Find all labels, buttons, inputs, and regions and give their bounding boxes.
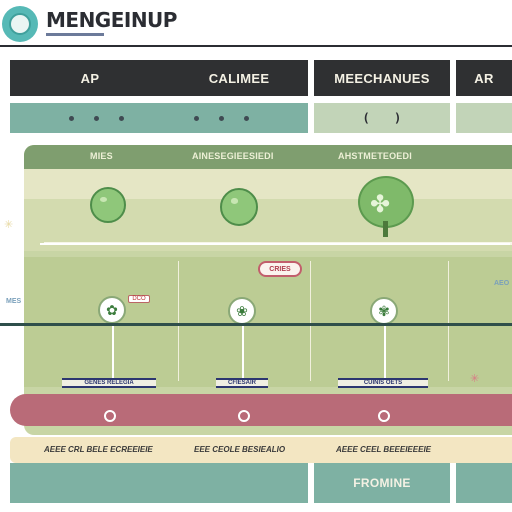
chip-label[interactable]: CUINIS OETS <box>338 378 428 388</box>
ring-marker-icon[interactable] <box>104 410 116 422</box>
column-divider <box>310 261 311 381</box>
tab-ap-label: AP <box>80 70 100 86</box>
col2-title: AINESEGIEESIEDI <box>192 151 274 161</box>
tree-trunk <box>383 221 388 237</box>
tab-ap[interactable]: AP <box>10 60 170 96</box>
clover-icon: ✤ <box>370 191 391 218</box>
timeline-upper-rule <box>40 243 510 245</box>
header-divider <box>0 45 512 47</box>
dot-icon[interactable] <box>194 115 199 121</box>
dot-icon[interactable] <box>244 115 249 121</box>
frame-button-label: FROMINE <box>353 476 411 490</box>
chip-text: CUINIS OETS <box>363 380 403 386</box>
node-stem <box>384 326 386 382</box>
footer-col3: AEEE CEEL BEEEIEEEIE <box>336 445 431 454</box>
dot-icon[interactable] <box>219 115 224 121</box>
chip-label[interactable]: CFIESAIR <box>216 378 268 388</box>
tab-calimee[interactable]: CALIMEE <box>170 60 308 96</box>
small-tag-label: DCO <box>132 296 146 302</box>
footer-col2: EEE CEOLE BESIEALIO <box>194 445 286 454</box>
flower-node-icon[interactable]: ✾ <box>370 297 398 325</box>
green-orb-icon[interactable] <box>90 187 126 223</box>
col3-title: AHSTMETEOEDI <box>338 151 412 161</box>
sparkle-icon: ✳ <box>4 219 14 231</box>
callout-label: CRIES <box>269 265 291 273</box>
node-stem <box>112 326 114 382</box>
node-stem <box>242 326 244 382</box>
dot-icon[interactable] <box>69 115 74 121</box>
ring-logo-icon <box>2 6 38 42</box>
footer-col1: AEEE CRL BELE ECREEIEIE <box>44 445 153 454</box>
dot-icon[interactable] <box>94 115 99 121</box>
tab-ar-label: AR <box>474 70 494 86</box>
col1-title: MIES <box>90 151 113 161</box>
side-label-left: MES <box>6 298 22 305</box>
green-orb-icon[interactable] <box>220 188 258 226</box>
callout-bubble[interactable]: CRIES <box>258 261 302 277</box>
extra-bar[interactable] <box>456 103 512 133</box>
panel-header: MIES AINESEGIEESIEDI AHSTMETEOEDI <box>24 145 512 169</box>
chip-text: CFIESAIR <box>227 380 256 386</box>
flower-node-icon[interactable]: ✿ <box>98 296 126 324</box>
column-divider <box>448 261 449 381</box>
tab-calimee-label: CALIMEE <box>208 70 270 86</box>
app-title: MENGEINUP <box>46 8 177 32</box>
berry-band <box>10 394 512 426</box>
paren-toggle-bar[interactable]: ( ) <box>314 103 450 133</box>
frame-button[interactable]: FROMINE <box>314 463 450 503</box>
column-divider <box>178 261 179 381</box>
small-tag[interactable]: DCO <box>128 295 150 303</box>
footer-labels-bar: AEEE CRL BELE ECREEIEIE EEE CEOLE BESIEA… <box>10 437 512 463</box>
open-paren-icon: ( <box>362 111 370 125</box>
chip-label[interactable]: GENES RELEGIA <box>62 378 156 388</box>
ring-marker-icon[interactable] <box>378 410 390 422</box>
tab-meechanues[interactable]: MEECHANUES <box>314 60 450 96</box>
tab-meechanues-label: MEECHANUES <box>334 70 430 86</box>
dot-icon[interactable] <box>119 115 124 121</box>
side-label-right: AEO <box>494 280 510 287</box>
sparkle-icon: ✳ <box>470 373 480 385</box>
title-underline <box>46 33 104 36</box>
tab-ar[interactable]: AR <box>456 60 512 96</box>
footer-tile[interactable] <box>10 463 308 503</box>
timeline-panel: MIES AINESEGIEESIEDI AHSTMETEOEDI <box>24 145 512 435</box>
timeline-axis <box>0 323 512 326</box>
pager-dots-bar[interactable] <box>10 103 308 133</box>
close-paren-icon: ) <box>394 111 402 125</box>
tree-icon[interactable] <box>358 176 414 228</box>
chip-text: GENES RELEGIA <box>84 380 134 386</box>
footer-tile[interactable] <box>456 463 512 503</box>
ring-marker-icon[interactable] <box>238 410 250 422</box>
flower-node-icon[interactable]: ❀ <box>228 297 256 325</box>
